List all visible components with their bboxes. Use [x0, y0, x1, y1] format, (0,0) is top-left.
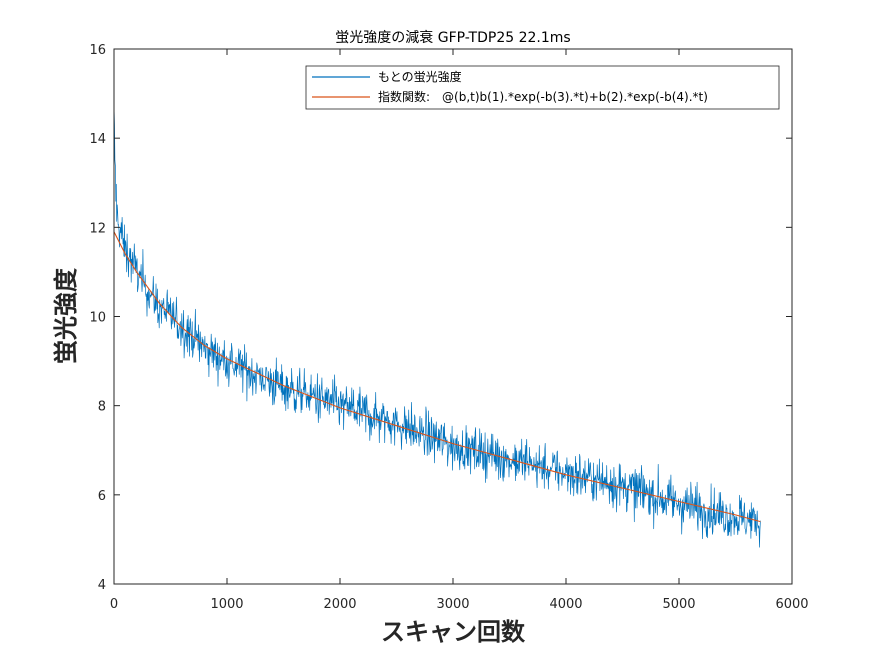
y-tick-label: 12: [89, 221, 106, 236]
y-tick-label: 4: [98, 578, 106, 593]
series-layer: [113, 105, 761, 548]
legend: もとの蛍光強度 指数関数: @(b,t)b(1).*exp(-b(3).*t)+…: [305, 65, 780, 110]
y-tick-label: 14: [89, 132, 106, 147]
x-tick-label: 4000: [549, 597, 582, 612]
plot-area: [114, 49, 792, 584]
x-tick-label: 5000: [662, 597, 695, 612]
x-tick-label: 3000: [436, 597, 469, 612]
y-tick-label: 16: [89, 43, 106, 58]
series-line-original: [113, 105, 761, 548]
y-tick-label: 6: [98, 489, 106, 504]
x-tick-label: 0: [110, 597, 118, 612]
x-tick-label: 2000: [323, 597, 356, 612]
x-tick-label: 6000: [775, 597, 808, 612]
x-axis-label: スキャン回数: [381, 618, 526, 646]
x-tick-label: 1000: [210, 597, 243, 612]
y-tick-label: 10: [89, 311, 106, 326]
legend-label-fit: 指数関数: @(b,t)b(1).*exp(-b(3).*t)+b(2).*ex…: [378, 89, 708, 104]
y-axis-label: 蛍光強度: [52, 267, 80, 364]
legend-box: [305, 65, 780, 110]
ticks-layer: 0 1000 2000 3000 4000 5000 6000 4 6 8 10 12 14 16: [89, 43, 808, 612]
legend-label-original: もとの蛍光強度: [378, 69, 462, 84]
chart-title: 蛍光強度の減衰 GFP-TDP25 22.1ms: [335, 29, 570, 46]
series-line-fit: [113, 231, 761, 523]
y-tick-label: 8: [98, 400, 106, 415]
